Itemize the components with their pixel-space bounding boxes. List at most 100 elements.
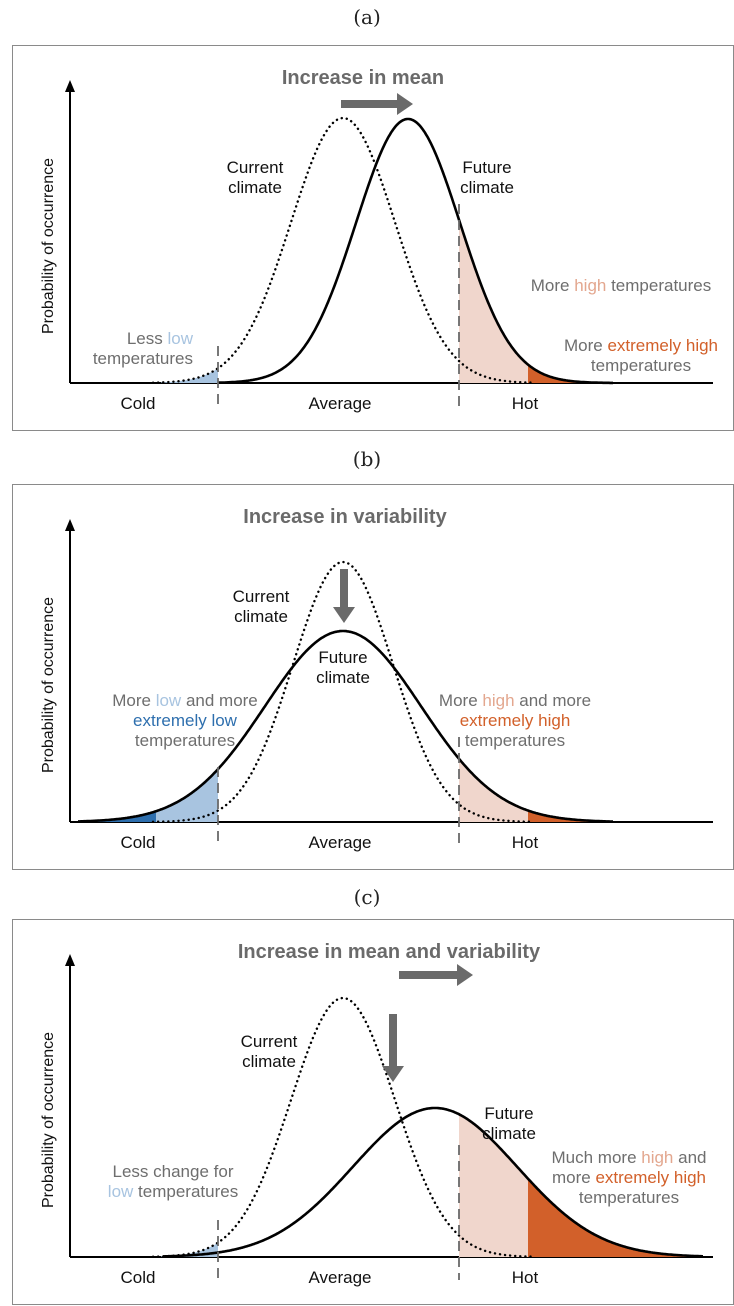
current-climate-label: climate (234, 607, 288, 626)
low-temperature-note-line: Less change for (113, 1162, 234, 1181)
panel-increase-in-mean-and-variability: Probability of occurrence Cold Average Hot I… (12, 919, 734, 1305)
y-axis-label: Probability of occurrence (40, 1032, 57, 1208)
low-temperature-note-line: Less low (127, 329, 194, 348)
high-temperature-note-span: More (531, 276, 574, 295)
low-temperature-note-span: Less change for (113, 1162, 234, 1181)
current-climate-curve (151, 560, 535, 823)
x-label-cold: Cold (121, 394, 156, 413)
low-temperature-note-line: More low and more (112, 691, 258, 710)
high-temperature-note-line: extremely high (460, 711, 571, 730)
low-temperature-note-span: temperatures (135, 731, 235, 750)
extremely-high-shading (528, 810, 613, 822)
shift-right-arrow (399, 964, 473, 986)
low-temperature-note-line: temperatures (93, 349, 193, 368)
low-temperature-note-span: temperatures (133, 1182, 238, 1201)
high-temperature-note-line: temperatures (579, 1188, 679, 1207)
x-label-average: Average (308, 1268, 371, 1287)
low-temperature-note-span: extremely low (133, 711, 238, 730)
future-climate-curve (217, 117, 613, 385)
low-temperature-shading (156, 769, 218, 822)
low-temperature-note-span: low (167, 329, 193, 348)
panel-increase-in-variability: Probability of occurrence Cold Average Hot I… (12, 484, 734, 870)
future-climate-label: climate (316, 668, 370, 687)
extremely-high-note-line: More extremely high (564, 336, 718, 355)
high-temperature-shading (459, 219, 528, 383)
panel-title: Increase in mean (282, 67, 444, 89)
high-temperature-note-span: high (574, 276, 606, 295)
extremely-high-note-line: temperatures (591, 356, 691, 375)
low-temperature-note-line: temperatures (135, 731, 235, 750)
x-label-hot: Hot (512, 833, 539, 852)
extremely-high-shading (528, 1178, 703, 1257)
low-temperature-note-line: low temperatures (108, 1182, 238, 1201)
y-axis-arrowhead (65, 519, 75, 531)
current-climate-label: Current (233, 587, 290, 606)
future-climate-curve (78, 629, 613, 823)
low-temperature-note-span: low (108, 1182, 134, 1201)
future-climate-curve (163, 1106, 703, 1258)
high-temperature-note-line: More high and more (439, 691, 591, 710)
diagram-canvas: Probability of occurrence Cold Average Hot I… (40, 506, 713, 852)
high-temperature-note-span: extremely high (460, 711, 571, 730)
y-axis-arrowhead (65, 954, 75, 966)
low-temperature-note-line: extremely low (133, 711, 238, 730)
current-climate-label: Current (227, 158, 284, 177)
high-temperature-note-span: and (673, 1148, 706, 1167)
x-label-hot: Hot (512, 1268, 539, 1287)
high-temperature-note-span: and more (515, 691, 592, 710)
low-temperature-note-span: and more (181, 691, 258, 710)
widen-down-arrow (382, 1014, 404, 1082)
high-temperature-note-span: temperatures (465, 731, 565, 750)
current-climate-label: Current (241, 1032, 298, 1051)
panel-increase-in-mean: Probability of occurrence Cold Average Hot I… (12, 45, 734, 431)
high-temperature-note-span: more (552, 1168, 595, 1187)
high-temperature-note-line: Much more high and (552, 1148, 707, 1167)
high-temperature-note-span: Much more (552, 1148, 642, 1167)
low-temperature-shading (161, 368, 218, 383)
future-climate-label: Future (462, 158, 511, 177)
high-temperature-note-span: More (439, 691, 482, 710)
x-label-average: Average (308, 833, 371, 852)
high-temperature-note-span: temperatures (579, 1188, 679, 1207)
diagram-canvas: Probability of occurrence Cold Average Hot I… (40, 67, 718, 413)
extremely-high-note-span: extremely high (607, 336, 718, 355)
current-climate-label: climate (242, 1052, 296, 1071)
low-temperature-note-span: low (156, 691, 182, 710)
widen-down-arrow (333, 569, 355, 623)
extremely-high-note-span: More (564, 336, 607, 355)
x-label-cold: Cold (121, 1268, 156, 1287)
high-temperature-note-line: more extremely high (552, 1168, 706, 1187)
future-climate-label: climate (482, 1124, 536, 1143)
panel-label-b: (b) (352, 447, 382, 471)
future-climate-label: Future (484, 1104, 533, 1123)
panel-title: Increase in variability (243, 506, 447, 528)
extremely-high-note-span: temperatures (591, 356, 691, 375)
high-temperature-shading (459, 758, 528, 822)
high-temperature-note-line: temperatures (465, 731, 565, 750)
high-temperature-note-span: temperatures (606, 276, 711, 295)
low-temperature-note-span: More (112, 691, 155, 710)
high-temperature-note-span: high (641, 1148, 673, 1167)
high-temperature-note-line: More high temperatures (531, 276, 712, 295)
x-label-cold: Cold (121, 833, 156, 852)
high-temperature-note-span: extremely high (595, 1168, 706, 1187)
current-climate-curve (151, 116, 535, 384)
low-temperature-note-span: temperatures (93, 349, 193, 368)
low-temperature-note-span: Less (127, 329, 168, 348)
current-climate-label: climate (228, 178, 282, 197)
extremely-high-shading (528, 364, 613, 383)
shift-right-arrow (341, 93, 413, 115)
y-axis-label: Probability of occurrence (40, 158, 57, 334)
x-label-hot: Hot (512, 394, 539, 413)
y-axis-arrowhead (65, 80, 75, 92)
x-label-average: Average (308, 394, 371, 413)
high-temperature-shading (459, 1114, 528, 1257)
panel-title: Increase in mean and variability (238, 941, 541, 963)
future-climate-label: climate (460, 178, 514, 197)
current-climate-curve (151, 996, 535, 1258)
high-temperature-note-span: high (482, 691, 514, 710)
extremely-low-shading (78, 811, 156, 822)
panel-label-a: (a) (353, 5, 381, 29)
panel-label-c: (c) (353, 885, 381, 909)
future-climate-label: Future (318, 648, 367, 667)
